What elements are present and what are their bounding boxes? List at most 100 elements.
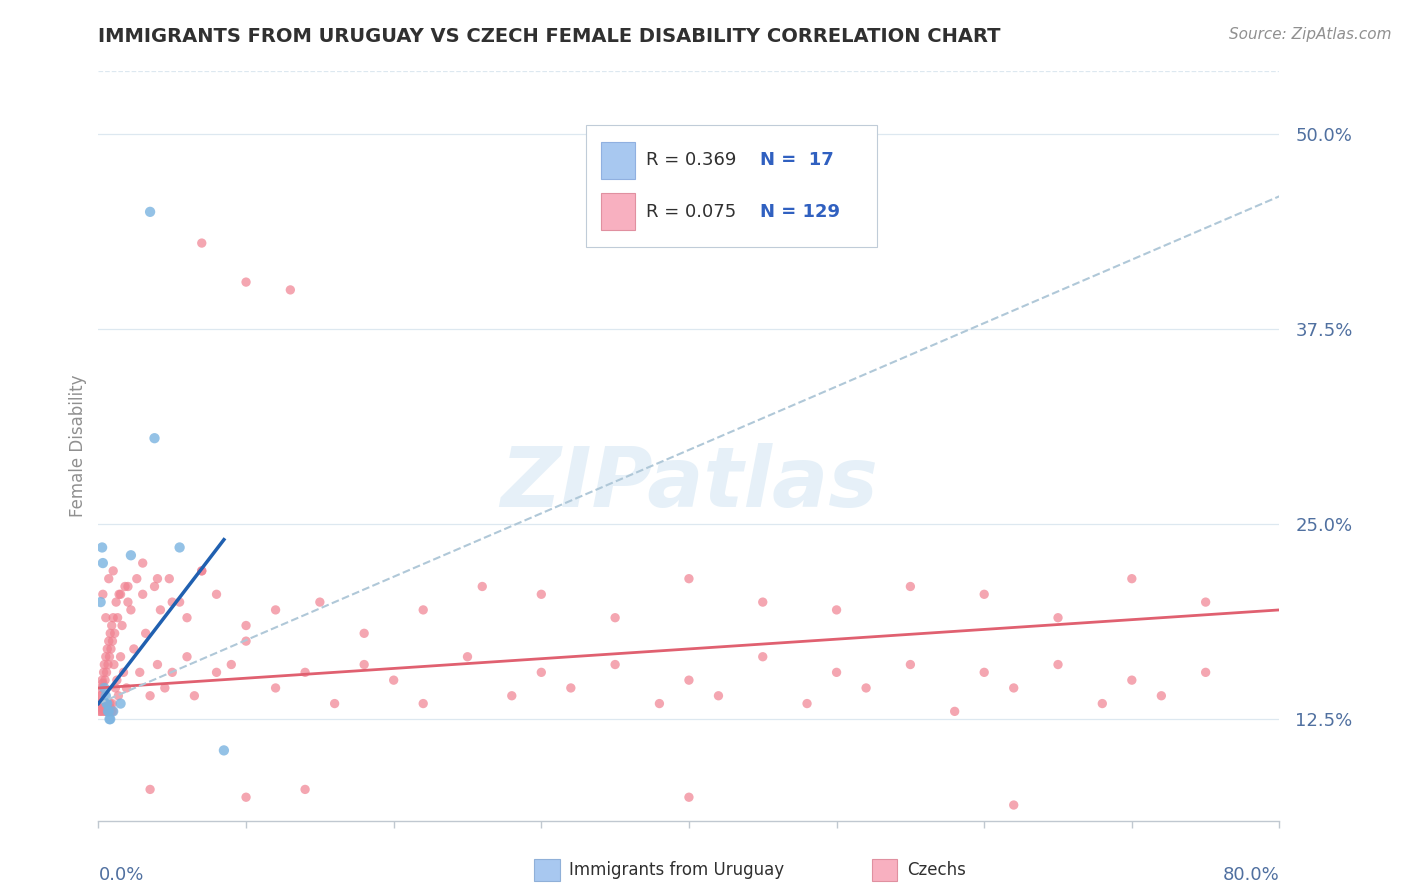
Point (191, 564, 214, 578)
Point (96, 697, 118, 711)
Point (91, 587, 114, 601)
Point (191, 564, 214, 578)
Point (90, 701, 112, 715)
Point (97, 705, 120, 719)
Point (93, 665, 115, 680)
Point (94, 701, 117, 715)
Point (100, 618, 122, 632)
Point (103, 657, 125, 672)
Point (91, 676, 114, 690)
Point (825, 665, 848, 680)
Point (143, 580, 166, 594)
Point (146, 572, 169, 586)
Point (97, 697, 120, 711)
Point (89, 697, 111, 711)
Point (825, 603, 848, 617)
Point (353, 657, 375, 672)
Point (100, 701, 122, 715)
Point (900, 657, 922, 672)
Point (605, 657, 627, 672)
Point (98, 697, 121, 711)
Point (169, 595, 191, 609)
Point (98, 649, 121, 664)
Point (91, 705, 114, 719)
Point (107, 611, 129, 625)
Point (89, 689, 111, 703)
Point (98, 712, 121, 726)
Text: ZIPatlas: ZIPatlas (501, 443, 877, 524)
Text: R = 0.075: R = 0.075 (647, 202, 737, 220)
Point (100, 705, 122, 719)
Point (157, 572, 180, 586)
Point (264, 603, 287, 617)
Point (1091, 697, 1114, 711)
Point (139, 689, 162, 703)
Point (104, 626, 127, 640)
Point (93, 701, 115, 715)
Point (1195, 595, 1218, 609)
Point (98, 712, 121, 726)
Text: Immigrants from Uruguay: Immigrants from Uruguay (569, 861, 785, 879)
Point (94, 673, 117, 688)
Point (221, 657, 243, 672)
Point (117, 580, 139, 594)
Point (132, 556, 155, 570)
Point (125, 572, 148, 586)
Point (471, 580, 494, 594)
Text: 0.0%: 0.0% (98, 865, 143, 884)
Point (752, 649, 775, 664)
Point (97, 572, 120, 586)
Point (97, 657, 120, 672)
Point (94, 611, 117, 625)
Point (94, 705, 117, 719)
Point (128, 665, 150, 680)
Point (530, 665, 553, 680)
Point (280, 283, 302, 297)
Point (96, 705, 118, 719)
Point (235, 618, 257, 632)
Point (678, 790, 700, 805)
Point (105, 595, 128, 609)
Point (323, 697, 346, 711)
Point (103, 705, 125, 719)
Point (412, 603, 434, 617)
Text: Czechs: Czechs (907, 861, 966, 879)
Point (117, 595, 139, 609)
Point (96, 665, 118, 680)
Point (1150, 689, 1173, 703)
Point (101, 705, 124, 719)
Point (183, 689, 205, 703)
Point (648, 697, 671, 711)
Point (97, 701, 120, 715)
Point (176, 611, 198, 625)
Point (90, 681, 112, 695)
Text: N =  17: N = 17 (759, 152, 834, 169)
Point (91, 541, 114, 555)
Point (678, 572, 700, 586)
Text: R = 0.369: R = 0.369 (647, 152, 737, 169)
Point (100, 642, 122, 657)
Point (90, 689, 112, 703)
Point (162, 595, 183, 609)
Point (501, 689, 523, 703)
Point (855, 681, 877, 695)
Point (212, 743, 235, 757)
Point (1002, 681, 1025, 695)
Point (94, 649, 117, 664)
Point (135, 626, 157, 640)
Point (353, 626, 375, 640)
Point (707, 689, 730, 703)
Point (457, 649, 479, 664)
Point (112, 665, 135, 680)
Point (93, 697, 115, 711)
Point (101, 634, 124, 648)
Point (115, 681, 138, 695)
Point (98, 705, 121, 719)
Point (1121, 673, 1143, 688)
Point (97, 705, 120, 719)
Point (294, 665, 316, 680)
Point (796, 697, 818, 711)
Text: Source: ZipAtlas.com: Source: ZipAtlas.com (1229, 27, 1392, 42)
Point (114, 580, 136, 594)
Point (122, 642, 145, 657)
